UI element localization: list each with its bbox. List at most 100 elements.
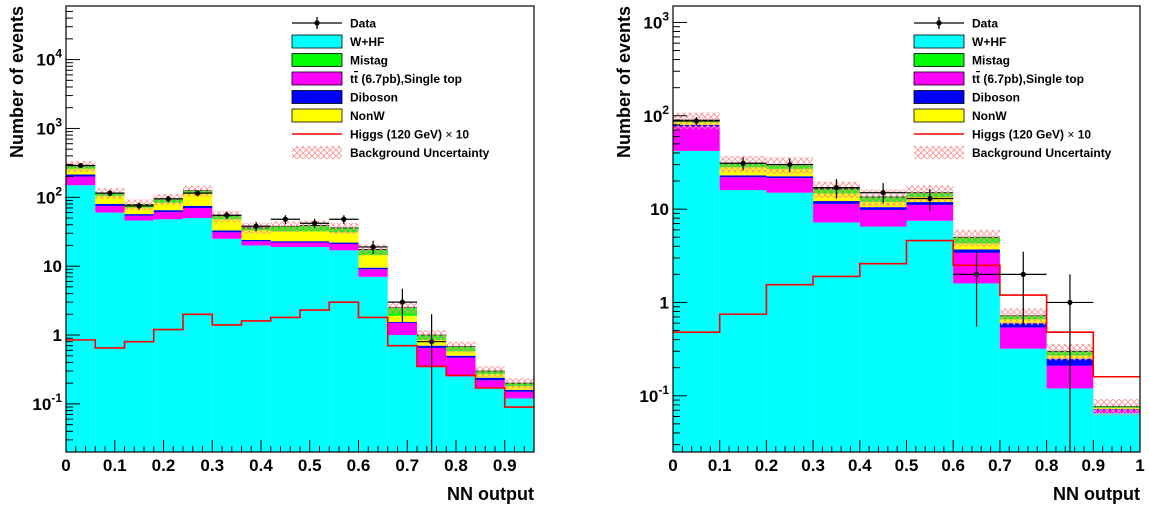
legend-diboson: Diboson: [291, 90, 398, 105]
bar-segment-ttbar: [719, 177, 767, 191]
bar-segment-nonw: [300, 231, 330, 242]
bar-segment-w-hf: [270, 246, 300, 452]
x-tick-label: 0: [668, 456, 677, 475]
x-tick-label: 0.7: [988, 456, 1012, 475]
legend-label: Higgs (120 GeV) × 10: [350, 128, 469, 142]
y-tick-label: 10: [43, 257, 62, 276]
data-point: [813, 179, 860, 199]
legend-label: Mistag: [972, 54, 1010, 68]
legend-data: Data: [914, 17, 998, 31]
bar-segment-nonw: [241, 230, 271, 240]
x-tick-label: 0.8: [444, 456, 468, 475]
y-axis-title-right: Number of events: [614, 6, 634, 158]
data-point: [183, 190, 213, 197]
data-point: [859, 183, 907, 204]
legend-swatch: [913, 90, 965, 104]
legend-whf: W+HF: [291, 34, 384, 49]
data-point: [358, 240, 388, 255]
bar-segment-w-hf: [766, 192, 814, 452]
bar-segment-ttbar: [673, 126, 720, 151]
bar-segment-diboson: [859, 207, 907, 210]
higgs-signal-line: [673, 239, 1140, 378]
legend-label: Diboson: [350, 91, 398, 105]
x-tick-label: 0.9: [1081, 456, 1105, 475]
legend-higgs: Higgs (120 GeV) × 10: [914, 128, 1091, 142]
data-point: [124, 202, 154, 210]
legend-label: Mistag: [350, 54, 388, 68]
y-tick-label: 10-1: [32, 391, 62, 414]
bar-segment-w-hf: [241, 245, 271, 452]
data-point: [212, 211, 242, 220]
bar-segment-ttbar: [153, 212, 183, 220]
bar-segment-ttbar: [66, 176, 96, 186]
legend-label: Data: [972, 17, 998, 31]
legend-label: tt (6.7pb),Single top: [350, 72, 462, 86]
legend-swatch: [913, 34, 965, 49]
legend-uncertainty: Background Uncertainty: [292, 146, 490, 160]
x-tick-label: 0.1: [708, 456, 732, 475]
bar-segment-ttbar: [766, 178, 814, 193]
bar-segment-diboson: [270, 241, 300, 243]
y-tick-label: 103: [36, 115, 62, 138]
legend-swatch: [913, 71, 965, 86]
data-point: [95, 190, 125, 197]
data-point: [719, 157, 767, 171]
bar-segment-w-hf: [300, 246, 330, 452]
data-point: [387, 288, 417, 323]
bar-segment-nonw: [446, 351, 476, 356]
uncertainty-band: [329, 222, 359, 234]
bar-segment-diboson: [329, 242, 359, 244]
bar-segment-ttbar: [446, 357, 476, 377]
legend-label: W+HF: [350, 35, 384, 49]
legend-swatch: [291, 53, 343, 67]
plot-right: 0 0.1 0.2 0.3 0.4 0.5 0.6 0.7 0.8 0.9 1 10-1 1 10 102 1…: [614, 5, 1145, 504]
legend-label: NonW: [972, 109, 1007, 123]
x-tick-label: 0.3: [200, 456, 224, 475]
x-tick-label: 0.3: [801, 456, 825, 475]
bar-segment-w-hf: [66, 185, 96, 452]
bar-segment-w-hf: [329, 250, 359, 452]
plot-left: 0 0.1 0.2 0.3 0.4 0.5 0.6 0.7 0.8 0.9 10-1 1 10 102 10…: [7, 5, 535, 504]
bar-segment-w-hf: [95, 212, 125, 452]
y-axis-title-left: Number of events: [7, 6, 27, 158]
bar-segment-w-hf: [153, 219, 183, 452]
legend-swatch: [291, 90, 343, 104]
bar-segment-w-hf: [906, 220, 954, 452]
bar-segment-ttbar: [183, 207, 213, 219]
x-tick-label: 0.9: [493, 456, 517, 475]
bar-segment-ttbar: [504, 391, 534, 399]
data-point: [999, 251, 1047, 327]
legend-label: NonW: [350, 109, 385, 123]
bar-segment-ttbar: [906, 204, 954, 221]
y-tick-label: 104: [36, 47, 62, 70]
bar-segment-diboson: [153, 210, 183, 213]
bar-segment-nonw: [953, 243, 1000, 250]
bar-segment-diboson: [358, 267, 388, 270]
higgs-signal-line: [66, 301, 534, 408]
bar-segment-ttbar: [387, 322, 417, 336]
bar-segment-ttbar: [270, 242, 300, 247]
x-tick-label: 0.6: [347, 456, 371, 475]
legend-nonw: NonW: [291, 108, 385, 123]
uncertainty-band: [1093, 399, 1140, 416]
bar-segment-w-hf: [183, 218, 213, 452]
x-tick-label: 0.5: [895, 456, 919, 475]
bar-segment-ttbar: [358, 269, 388, 277]
legend-swatch: [913, 108, 965, 123]
bar-segment-ttbar: [999, 327, 1047, 349]
uncertainty-band: [953, 229, 1000, 247]
bar-segment-ttbar: [813, 203, 860, 223]
bar-segment-w-hf: [124, 220, 154, 452]
legend-mistag: Mistag: [291, 53, 388, 68]
bar-segment-diboson: [183, 205, 213, 208]
data-point: [1046, 274, 1094, 452]
legend-left: Data W+HF Mistag tt (6.7pb),Single top Dibos…: [291, 17, 490, 160]
bar-segment-w-hf: [446, 376, 476, 452]
y-tick-label: 1: [53, 326, 62, 345]
x-tick-label: 0.1: [103, 456, 127, 475]
bar-segment-diboson: [446, 355, 476, 358]
bar-segment-ttbar: [300, 242, 330, 247]
bar-segment-ttbar: [124, 215, 154, 221]
data-point: [66, 162, 96, 169]
